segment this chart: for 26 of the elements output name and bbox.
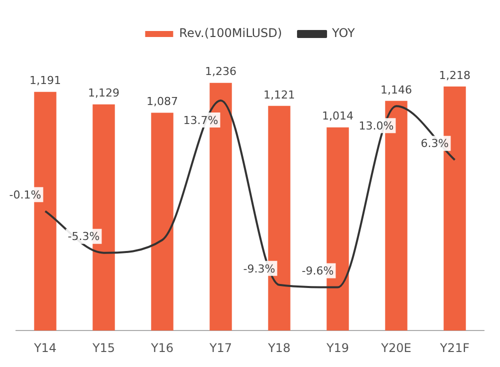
- x-tick-label: Y18: [266, 340, 291, 355]
- x-tick-label: Y17: [208, 340, 232, 355]
- legend-label: Rev.(100MiLUSD): [179, 26, 282, 40]
- data-label: 13.0%: [358, 119, 394, 132]
- data-label: -5.3%: [68, 230, 100, 244]
- bar: [151, 112, 174, 331]
- data-label: -0.1%: [9, 188, 42, 202]
- data-label: 1,087: [146, 95, 178, 108]
- data-label: 1,218: [439, 68, 470, 82]
- data-label: -9.3%: [243, 262, 276, 276]
- data-label: 1,014: [322, 110, 354, 123]
- data-label: 1,146: [380, 83, 412, 96]
- x-tick-label: Y14: [32, 340, 57, 355]
- x-tick-label: Y16: [150, 340, 174, 355]
- x-tick-label: Y15: [91, 340, 116, 355]
- data-label: 1,191: [30, 74, 61, 88]
- data-label: 1,236: [205, 65, 236, 78]
- data-label: 1,129: [88, 86, 120, 100]
- x-tick-label: Y19: [325, 340, 350, 355]
- data-label: 13.7%: [183, 114, 218, 127]
- data-label: 1,121: [264, 88, 295, 102]
- legend-label: YOY: [331, 26, 356, 40]
- data-label: 6.3%: [420, 137, 449, 150]
- x-tick-label: Y21F: [438, 340, 470, 355]
- x-tick-label: Y20E: [380, 340, 412, 355]
- data-label: -9.6%: [302, 264, 334, 278]
